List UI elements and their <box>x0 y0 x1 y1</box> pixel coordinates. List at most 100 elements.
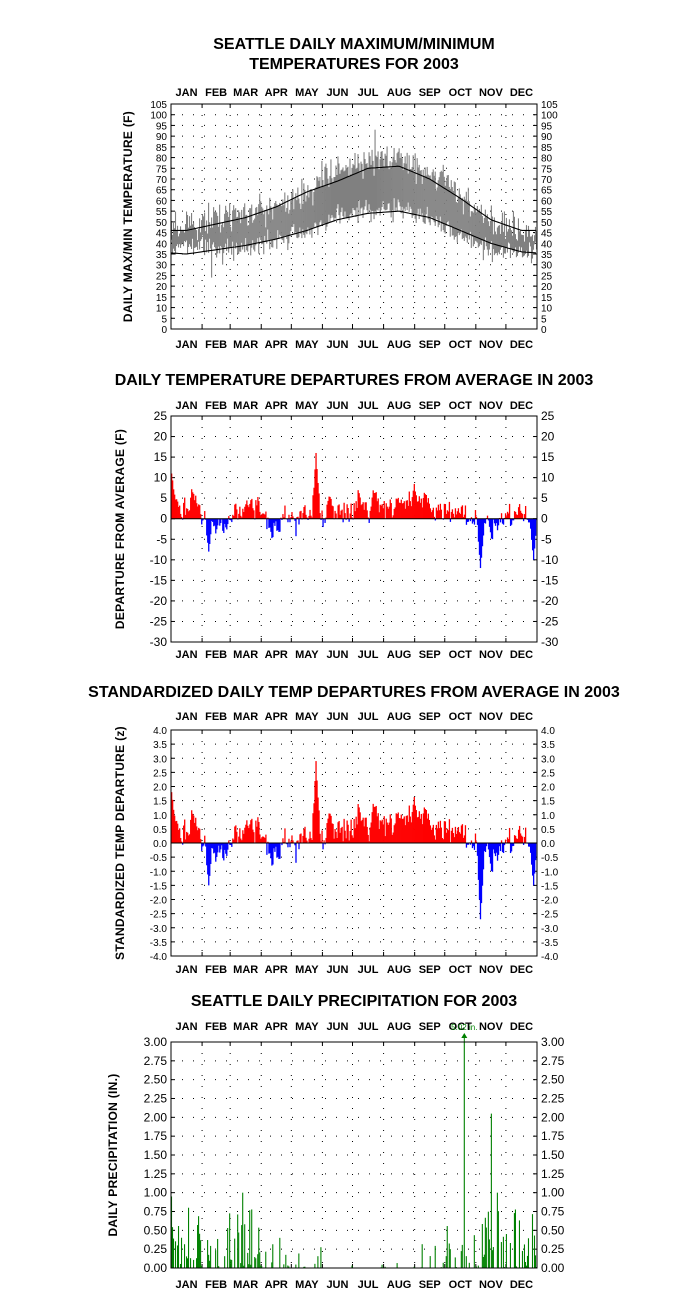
standardized-bar <box>332 823 334 843</box>
standardized-bar <box>371 812 373 843</box>
standardized-bar <box>472 843 475 847</box>
standardized-bar <box>496 843 499 861</box>
standardized-bar <box>429 825 432 843</box>
departure-bar <box>504 513 507 519</box>
standardized-bar <box>284 828 286 843</box>
departure-bar <box>298 518 300 525</box>
departure-bar <box>512 518 515 521</box>
standardized-bar <box>458 832 461 843</box>
standardized-bar <box>248 828 250 843</box>
maxmin-ytick-right: 5 <box>541 314 547 325</box>
departure-bar <box>318 493 320 519</box>
departure-bar <box>193 493 195 519</box>
standardized-bar <box>390 818 392 843</box>
standardized-month-bottom-mar: MAR <box>233 964 258 976</box>
standardized-bar <box>532 843 535 886</box>
standardized-bar <box>394 823 396 843</box>
precip-title-line-1: SEATTLE DAILY PRECIPITATION FOR 2003 <box>191 993 517 1010</box>
maxmin-month-bottom-sep: SEP <box>419 339 441 351</box>
departure-bar <box>531 518 534 551</box>
departure-bar <box>466 518 469 522</box>
maxmin-title-line-1: SEATTLE DAILY MAXIMUM/MINIMUM <box>213 36 494 53</box>
departure-bar <box>258 501 260 519</box>
standardized-bar <box>415 810 417 843</box>
departure-bar <box>216 518 218 530</box>
standardized-bar <box>477 843 480 880</box>
departure-bar <box>371 497 373 519</box>
standardized-bar <box>504 839 507 843</box>
standardized-bar <box>350 819 352 843</box>
departure-bar <box>213 518 215 527</box>
standardized-bar <box>377 813 379 843</box>
departure-bar <box>430 512 433 519</box>
standardized-bar <box>410 822 412 843</box>
departure-bar <box>501 518 504 524</box>
departure-bar <box>262 513 264 519</box>
precip-ytick-left: 1.50 <box>144 1148 168 1162</box>
departure-bar <box>244 506 246 519</box>
standardized-bar <box>381 819 383 843</box>
departure-bar <box>186 508 188 519</box>
standardized-bar <box>174 815 176 843</box>
departure-bar <box>458 512 461 519</box>
standardized-bar <box>319 833 321 843</box>
standardized-ytick-right: 2.0 <box>541 783 555 794</box>
standardized-bar <box>469 843 472 845</box>
departure-ytick-left: 10 <box>154 471 168 485</box>
standardized-bar <box>358 807 360 843</box>
maxmin-month-bottom-aug: AUG <box>387 339 411 351</box>
standardized-bar <box>384 836 386 843</box>
standardized-bar <box>316 780 318 843</box>
departure-bar <box>451 509 454 519</box>
departure-bar <box>453 517 456 519</box>
departure-bar <box>294 518 296 521</box>
maxmin-month-top-oct: OCT <box>449 87 473 99</box>
departure-bar <box>455 514 458 519</box>
standardized-bar <box>242 830 244 843</box>
precip-month-bottom-feb: FEB <box>205 1279 227 1291</box>
standardized-bar <box>329 813 331 843</box>
standardized-bar <box>234 826 236 843</box>
standardized-bar <box>444 821 447 843</box>
departure-bar <box>431 510 434 519</box>
precip-month-bottom-mar: MAR <box>233 1279 258 1291</box>
standardized-ytick-right: 3.0 <box>541 754 555 765</box>
standardized-ytick-right: -4.0 <box>541 952 559 963</box>
maxmin-month-bottom-feb: FEB <box>205 339 227 351</box>
standardized-bar <box>296 840 298 843</box>
departure-bar <box>243 511 245 519</box>
departure-bar <box>393 508 395 519</box>
departure-ytick-left: 20 <box>154 430 168 444</box>
standardized-bar <box>275 843 277 847</box>
precip-month-bottom-sep: SEP <box>419 1279 441 1291</box>
standardized-bar <box>361 819 363 843</box>
departure-bar <box>461 505 464 519</box>
departure-bar <box>225 518 227 528</box>
standardized-bar <box>281 843 283 846</box>
departure-bar <box>189 510 191 519</box>
maxmin-ytick-right: 100 <box>541 111 558 122</box>
departure-month-bottom-may: MAY <box>295 649 319 661</box>
departure-month-top-feb: FEB <box>205 400 227 412</box>
standardized-bar <box>336 838 338 843</box>
departure-bar <box>261 514 263 519</box>
departure-bar <box>350 503 352 519</box>
standardized-bar <box>256 826 258 843</box>
departure-bar <box>434 518 437 521</box>
standardized-bar <box>217 843 219 853</box>
departure-bar <box>257 497 259 519</box>
standardized-bar <box>365 817 367 843</box>
departure-bar <box>272 518 274 538</box>
precip-ytick-left: 0.00 <box>144 1261 168 1275</box>
departure-month-top-dec: DEC <box>510 400 533 412</box>
departure-bar <box>206 518 208 536</box>
departure-bar <box>223 518 225 534</box>
standardized-bar <box>309 831 311 843</box>
departure-bar <box>381 504 383 519</box>
departure-bar <box>530 518 533 540</box>
departure-bar <box>459 513 462 519</box>
standardized-bar <box>391 834 393 843</box>
departure-bar <box>370 506 372 519</box>
standardized-bar <box>327 818 329 843</box>
